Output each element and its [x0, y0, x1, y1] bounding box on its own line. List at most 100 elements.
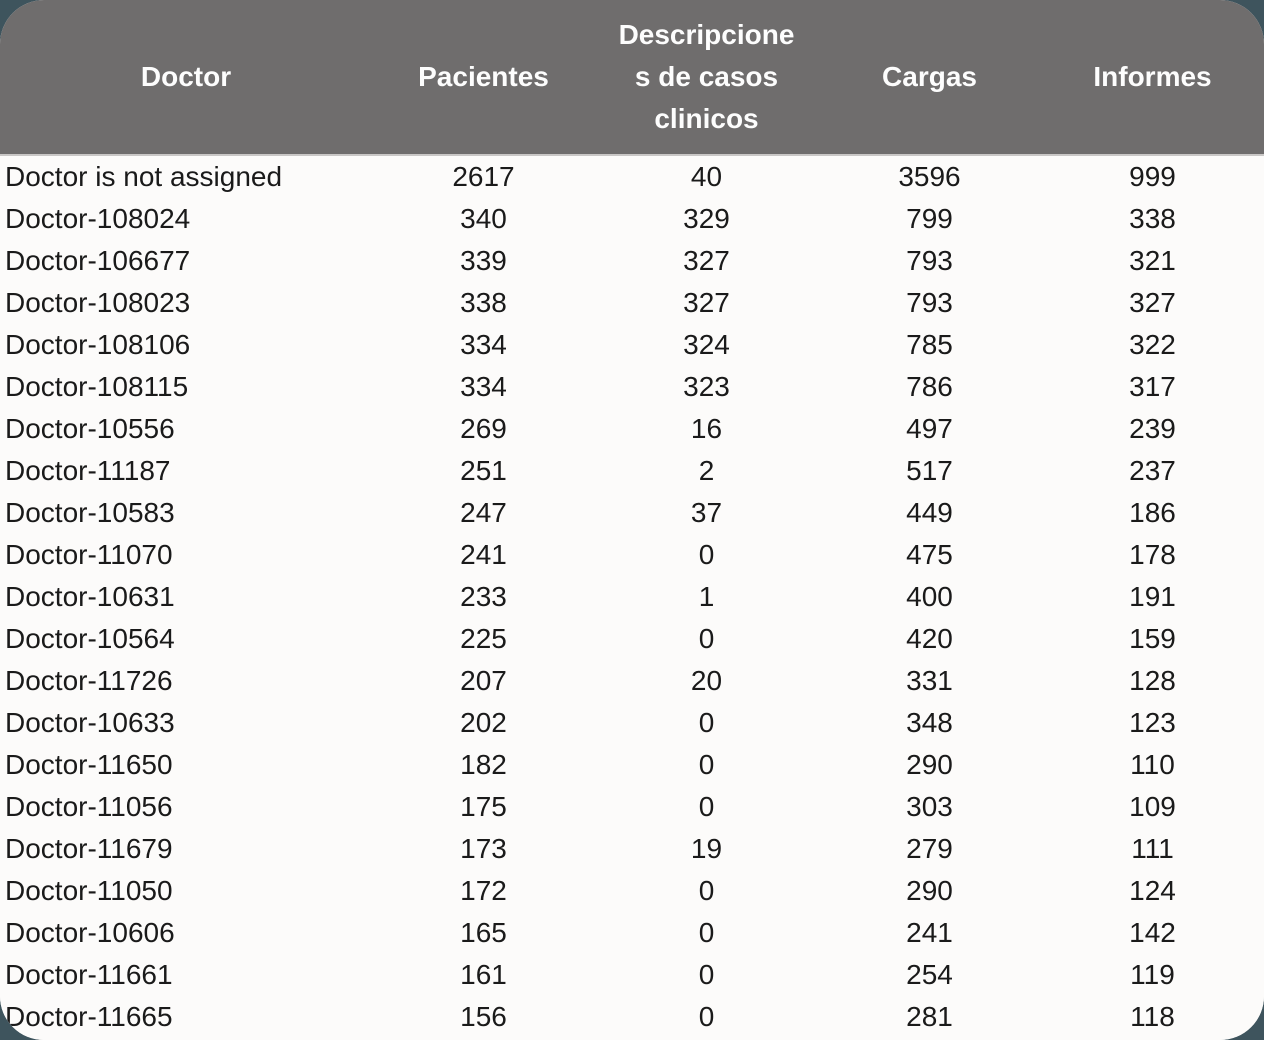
cell-descripciones: 0 — [698, 959, 715, 990]
table-row: Doctor-10631 233 1 400 191 — [0, 576, 1264, 618]
column-header-doctor-label: Doctor — [140, 61, 232, 92]
table-row: Doctor-108024 340 329 799 338 — [0, 198, 1264, 240]
cell-doctor: Doctor-11056 — [5, 791, 173, 822]
column-header-informes[interactable]: Informes — [1041, 56, 1264, 98]
cell-informes: 327 — [1129, 287, 1176, 318]
cell-informes: 191 — [1129, 581, 1176, 612]
table-row: Doctor-11661 161 0 254 119 — [0, 954, 1264, 996]
column-header-pacientes-label: Pacientes — [418, 61, 549, 92]
column-header-pacientes[interactable]: Pacientes — [372, 56, 595, 98]
table-row: Doctor-11187 251 2 517 237 — [0, 450, 1264, 492]
cell-cargas: 793 — [906, 287, 953, 318]
cell-descripciones: 327 — [683, 245, 730, 276]
cell-informes: 110 — [1130, 749, 1175, 780]
table-row: Doctor-11650 182 0 290 110 — [0, 744, 1264, 786]
cell-pacientes: 2617 — [452, 161, 515, 192]
cell-pacientes: 173 — [460, 833, 507, 864]
cell-informes: 118 — [1130, 1001, 1175, 1032]
cell-pacientes: 172 — [460, 875, 507, 906]
cell-descripciones: 0 — [698, 791, 715, 822]
cell-doctor: Doctor-10564 — [5, 623, 175, 654]
cell-informes: 123 — [1129, 707, 1176, 738]
cell-pacientes: 339 — [460, 245, 507, 276]
table-body: Doctor is not assigned 2617 40 3596 999 Docto… — [0, 156, 1264, 1040]
cell-doctor: Doctor-10606 — [5, 917, 175, 948]
cell-cargas: 279 — [906, 833, 953, 864]
cell-pacientes: 334 — [460, 329, 507, 360]
cell-doctor: Doctor-10583 — [5, 497, 175, 528]
cell-pacientes: 207 — [460, 665, 507, 696]
cell-doctor: Doctor-10556 — [5, 413, 175, 444]
cell-informes: 322 — [1129, 329, 1176, 360]
cell-cargas: 799 — [906, 203, 953, 234]
cell-pacientes: 175 — [460, 791, 507, 822]
cell-doctor: Doctor-108106 — [5, 329, 191, 360]
cell-informes: 111 — [1131, 833, 1174, 864]
cell-descripciones: 20 — [690, 665, 723, 696]
cell-pacientes: 338 — [460, 287, 507, 318]
table-row: Doctor is not assigned 2617 40 3596 999 — [0, 156, 1264, 198]
cell-cargas: 290 — [906, 875, 953, 906]
cell-informes: 142 — [1129, 917, 1176, 948]
cell-descripciones: 0 — [698, 707, 715, 738]
cell-descripciones: 2 — [698, 455, 715, 486]
cell-doctor: Doctor-11661 — [5, 959, 173, 990]
table-row: Doctor-11679 173 19 279 111 — [0, 828, 1264, 870]
column-header-descripciones[interactable]: Descripciones de casos clinicos — [595, 14, 818, 140]
column-header-cargas-label: Cargas — [882, 61, 977, 92]
table-row: Doctor-10556 269 16 497 239 — [0, 408, 1264, 450]
cell-cargas: 254 — [906, 959, 953, 990]
cell-informes: 239 — [1129, 413, 1176, 444]
cell-doctor: Doctor-11070 — [5, 539, 173, 570]
cell-doctor: Doctor-11726 — [5, 665, 173, 696]
cell-pacientes: 251 — [460, 455, 507, 486]
cell-cargas: 400 — [906, 581, 953, 612]
cell-cargas: 303 — [906, 791, 953, 822]
cell-cargas: 331 — [906, 665, 953, 696]
cell-cargas: 517 — [906, 455, 953, 486]
column-header-descripciones-label: Descripciones de casos clinicos — [618, 19, 795, 134]
cell-descripciones: 323 — [683, 371, 730, 402]
cell-doctor: Doctor is not assigned — [5, 161, 283, 192]
cell-cargas: 241 — [906, 917, 953, 948]
table-row: Doctor-108115 334 323 786 317 — [0, 366, 1264, 408]
cell-informes: 109 — [1129, 791, 1176, 822]
cell-informes: 999 — [1129, 161, 1176, 192]
cell-descripciones: 0 — [698, 623, 715, 654]
cell-pacientes: 156 — [460, 1001, 507, 1032]
cell-doctor: Doctor-11650 — [5, 749, 173, 780]
cell-cargas: 497 — [906, 413, 953, 444]
cell-pacientes: 269 — [460, 413, 507, 444]
cell-doctor: Doctor-11665 — [5, 1001, 173, 1032]
cell-descripciones: 0 — [698, 875, 715, 906]
cell-cargas: 785 — [906, 329, 953, 360]
cell-descripciones: 37 — [690, 497, 723, 528]
cell-doctor: Doctor-106677 — [5, 245, 191, 276]
table-row: Doctor-11665 156 0 281 118 — [0, 996, 1264, 1038]
cell-doctor: Doctor-11187 — [5, 455, 171, 486]
table-header-row: Doctor Pacientes Descripciones de casos … — [0, 0, 1264, 156]
cell-descripciones: 324 — [683, 329, 730, 360]
cell-pacientes: 233 — [460, 581, 507, 612]
cell-pacientes: 161 — [460, 959, 507, 990]
cell-pacientes: 334 — [460, 371, 507, 402]
cell-pacientes: 247 — [460, 497, 507, 528]
cell-doctor: Doctor-108023 — [5, 287, 191, 318]
column-header-cargas[interactable]: Cargas — [818, 56, 1041, 98]
table-row: Doctor-11070 241 0 475 178 — [0, 534, 1264, 576]
table-row: Doctor-10564 225 0 420 159 — [0, 618, 1264, 660]
table-row: Doctor-10633 202 0 348 123 — [0, 702, 1264, 744]
cell-pacientes: 241 — [460, 539, 507, 570]
cell-informes: 178 — [1129, 539, 1176, 570]
cell-informes: 128 — [1129, 665, 1176, 696]
table-row: Doctor-11056 175 0 303 109 — [0, 786, 1264, 828]
cell-doctor: Doctor-10631 — [5, 581, 175, 612]
cell-cargas: 348 — [906, 707, 953, 738]
cell-cargas: 475 — [906, 539, 953, 570]
column-header-doctor[interactable]: Doctor — [0, 56, 372, 98]
table-row: Doctor-10606 165 0 241 142 — [0, 912, 1264, 954]
cell-doctor: Doctor-11050 — [5, 875, 173, 906]
cell-informes: 317 — [1129, 371, 1176, 402]
cell-pacientes: 225 — [460, 623, 507, 654]
